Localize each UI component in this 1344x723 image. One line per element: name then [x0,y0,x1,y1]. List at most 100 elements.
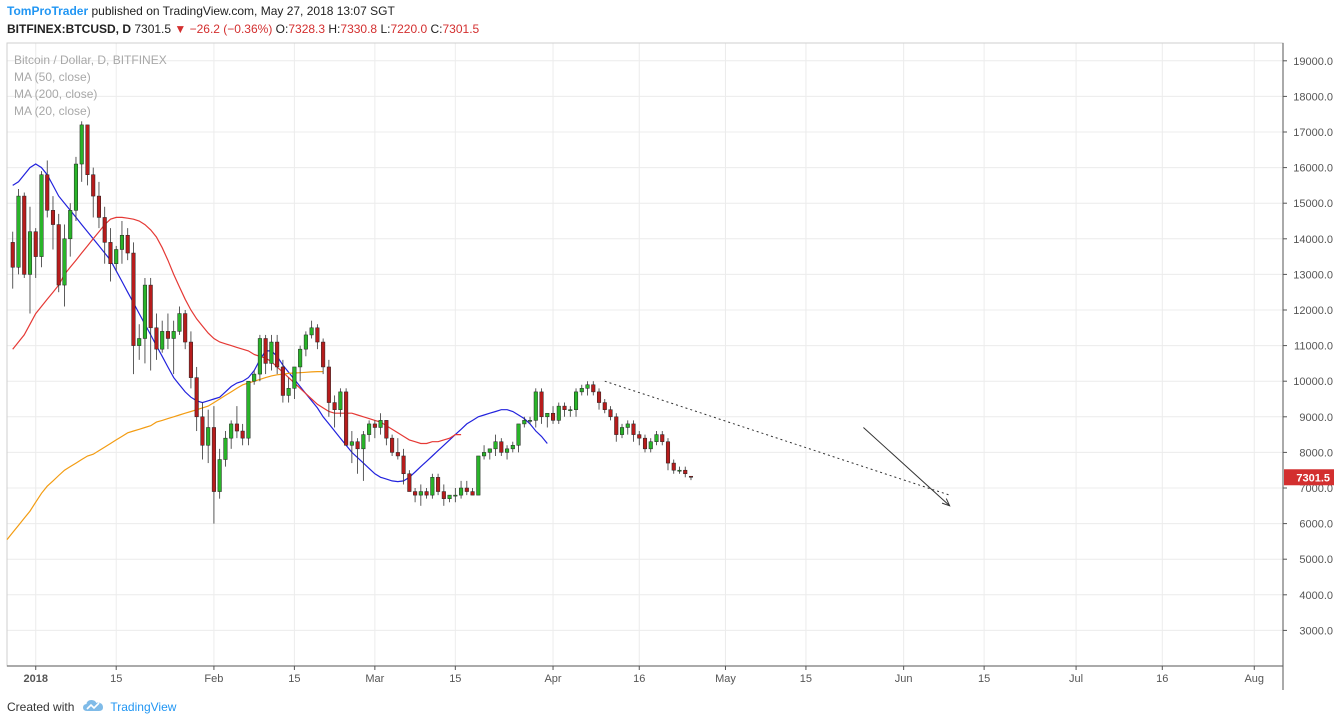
candle-body [125,234,130,254]
candle-body [441,491,446,499]
candle-body [27,231,33,275]
low-label: L: [380,22,391,36]
x-tick-label: 15 [288,673,300,685]
x-tick-label: Jun [895,673,913,685]
y-tick-label: 13000.0 [1293,269,1333,281]
candle-body [234,423,239,432]
ma20-line [12,163,548,483]
x-tick-label: 2018 [23,673,47,685]
tradingview-link[interactable]: TradingView [110,699,177,714]
close-value: 7301.5 [442,22,480,36]
price-chart[interactable]: 3000.0 4000.0 5000.0 6000.0 7000.0 8000.0 9000… [0,40,1344,690]
candle-body [246,380,251,439]
candle-body [68,210,73,240]
candle-body [361,434,366,450]
candle-body [545,412,550,418]
candle-body [447,494,452,499]
candle-body [487,448,492,453]
candle-body [275,341,280,368]
price-change: ▼ −26.2 (−0.36%) [174,22,273,36]
candle-body [240,430,245,439]
x-tick-label: Aug [1244,673,1264,685]
y-tick-label: 4000.0 [1299,590,1333,602]
candle-body [683,469,688,475]
author-link[interactable]: TomProTrader [7,4,89,18]
candle-body [378,420,383,428]
candle-body [602,402,607,410]
y-tick-label: 7000.0 [1299,483,1333,495]
candle-body [516,423,521,446]
candle-body [263,338,268,364]
x-tick-label: 15 [110,673,122,685]
candle-body [292,366,297,389]
plot-frame [6,42,1284,667]
candle-body [108,242,113,264]
candle-body [413,491,418,496]
publish-info: TomProTrader published on TradingView.co… [7,4,395,18]
open-value: 7328.3 [288,22,326,36]
published-text: published on TradingView.com, May 27, 20… [91,4,395,18]
y-tick-label: 11000.0 [1294,341,1333,353]
candle-body [22,195,27,275]
candle-body [533,391,538,421]
candle-body [608,409,613,418]
candle-body [470,491,475,496]
candle-body [596,391,602,403]
legend-ma50[interactable]: MA (50, close) [14,70,91,84]
candle-body [39,174,44,257]
candle-body [223,437,228,460]
candle-body [464,487,469,492]
y-tick-label: 19000.0 [1293,56,1333,68]
candle-body [665,441,671,464]
candle-body [131,252,136,346]
candle-body [45,174,50,211]
y-tick-label: 14000.0 [1293,234,1333,246]
candle-body [522,420,527,425]
candle-body [395,452,400,457]
y-tick-label: 9000.0 [1299,412,1333,424]
candle-body [171,331,176,339]
candle-body [505,448,510,453]
legend-title: Bitcoin / Dollar, D, BITFINEX [14,53,167,67]
candle-body [539,391,544,418]
candle-body [321,341,326,368]
x-tick-label: 16 [633,673,645,685]
candle-body [568,409,573,411]
candle-body [482,452,487,457]
candle-body [493,441,498,450]
candle-body [418,491,423,496]
y-tick-label: 6000.0 [1299,519,1333,531]
dotted-trendline [604,380,950,496]
candle-body [315,327,320,343]
x-tick-label: Mar [365,673,384,685]
last-price-bg [1284,469,1334,486]
tradingview-cloud-icon[interactable] [82,698,104,715]
candle-body [424,491,429,496]
candle-body [257,338,262,375]
candle-body [372,423,377,428]
candle-body [430,477,435,496]
candle-body [619,427,625,435]
candle-body [229,423,234,439]
candle-body [436,477,441,492]
candle-body [85,124,90,175]
candle-body [355,441,360,450]
chart-area[interactable]: 3000.0 4000.0 5000.0 6000.0 7000.0 8000.0 9000… [0,40,1344,690]
candle-body [654,434,659,442]
candle-body [510,445,515,450]
candle-body [217,459,222,492]
candle-body [407,473,412,492]
candle-body [200,416,205,446]
candle-body [677,469,682,472]
legend-ma200[interactable]: MA (200, close) [14,87,98,101]
candle-body [79,124,84,165]
x-tick-label: Apr [544,673,561,685]
candle-body [384,420,389,439]
candle-body [114,249,119,264]
candle-body [453,494,458,497]
legend-ma20[interactable]: MA (20, close) [14,104,91,118]
candle-body [344,391,349,446]
candle-body [637,434,642,439]
candle-body [142,284,147,339]
candle-body [73,163,79,211]
